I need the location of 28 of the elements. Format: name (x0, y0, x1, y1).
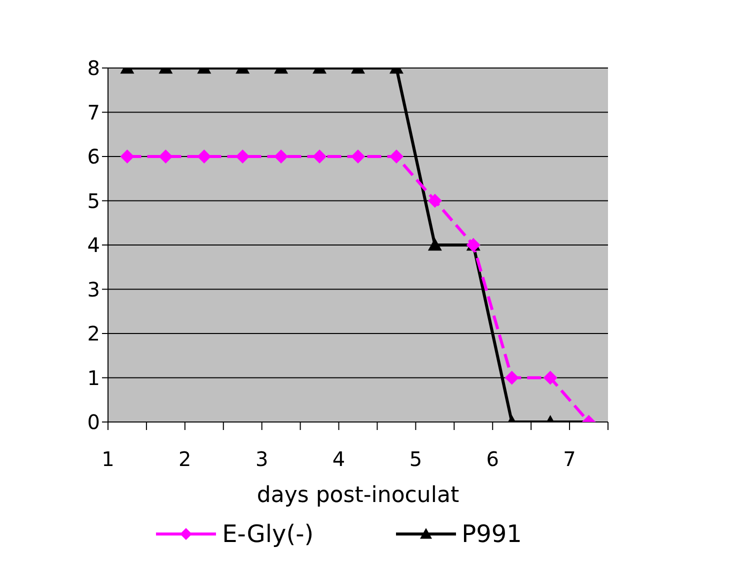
legend-label: E-Gly(-) (222, 520, 314, 548)
point (428, 238, 442, 251)
point (389, 150, 404, 164)
point (274, 150, 288, 164)
x-tick-label: 6 (486, 447, 499, 472)
x-tick-label: 7 (563, 447, 576, 472)
y-tick-label: 5 (87, 188, 100, 213)
x-axis-title: days post-inoculat (256, 483, 460, 508)
y-tick-label: 1 (87, 366, 100, 390)
x-tick-label: 5 (409, 447, 422, 472)
y-tick-label: 2 (87, 322, 100, 346)
x-tick-label: 3 (255, 447, 268, 472)
y-tick-label: 0 (87, 410, 100, 434)
point (197, 150, 212, 164)
y-tick-label: 3 (87, 277, 100, 302)
y-tick-label: 8 (87, 56, 100, 80)
y-tick-label: 4 (87, 233, 100, 258)
point (120, 150, 134, 164)
point (158, 150, 173, 164)
legend-label: P991 (462, 520, 522, 548)
point (236, 150, 250, 164)
point (428, 194, 442, 208)
x-tick-label: 4 (332, 447, 346, 472)
point (351, 150, 365, 164)
point (312, 150, 327, 164)
x-tick-label: 2 (178, 447, 192, 472)
y-tick-label: 6 (87, 144, 100, 169)
y-tick-label: 7 (87, 100, 100, 124)
